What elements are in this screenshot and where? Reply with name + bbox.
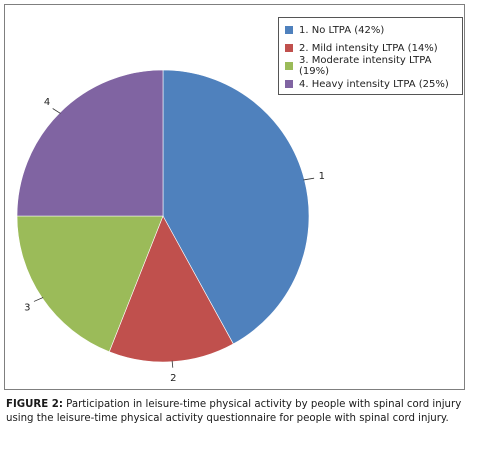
legend-swatch-2 [285, 44, 293, 52]
leader-line-4 [52, 108, 61, 114]
leader-line-3 [33, 297, 44, 302]
pie-chart: 1 2 3 4 [16, 69, 325, 384]
slice-label-1: 1 [319, 171, 325, 182]
legend-item-2: 2. Mild intensity LTPA (14%) [285, 39, 456, 57]
legend-item-3: 3. Moderate intensity LTPA (19%) [285, 55, 456, 77]
legend-label-1: 1. No LTPA (42%) [299, 24, 385, 36]
legend-item-1: 1. No LTPA (42%) [285, 21, 456, 39]
legend-swatch-4 [285, 80, 293, 88]
slice-label-3: 3 [24, 303, 30, 314]
pie-slice-4 [16, 69, 164, 217]
legend-label-2: 2. Mild intensity LTPA (14%) [299, 42, 438, 54]
slice-label-4: 4 [44, 97, 50, 108]
figure-caption: FIGURE 2: Participation in leisure-time … [6, 398, 472, 426]
legend-item-4: 4. Heavy intensity LTPA (25%) [285, 75, 456, 93]
legend: 1. No LTPA (42%) 2. Mild intensity LTPA (… [278, 17, 463, 95]
figure-frame: 1 2 3 4 1. No LTPA (42%) 2. Mild intensity L… [4, 4, 465, 390]
legend-swatch-1 [285, 26, 293, 34]
caption-text: Participation in leisure-time physical a… [6, 399, 462, 424]
leader-line-1 [303, 177, 315, 181]
leader-line-2 [171, 360, 174, 368]
legend-label-3: 3. Moderate intensity LTPA (19%) [299, 55, 432, 77]
slice-label-2: 2 [170, 373, 176, 384]
legend-label-4: 4. Heavy intensity LTPA (25%) [299, 78, 449, 90]
legend-swatch-3 [285, 62, 293, 70]
caption-label: FIGURE 2: [6, 399, 63, 410]
